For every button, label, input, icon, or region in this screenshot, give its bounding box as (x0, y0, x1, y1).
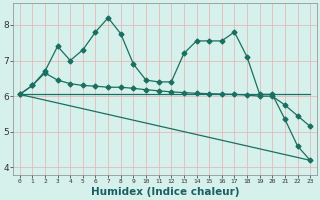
X-axis label: Humidex (Indice chaleur): Humidex (Indice chaleur) (91, 187, 239, 197)
